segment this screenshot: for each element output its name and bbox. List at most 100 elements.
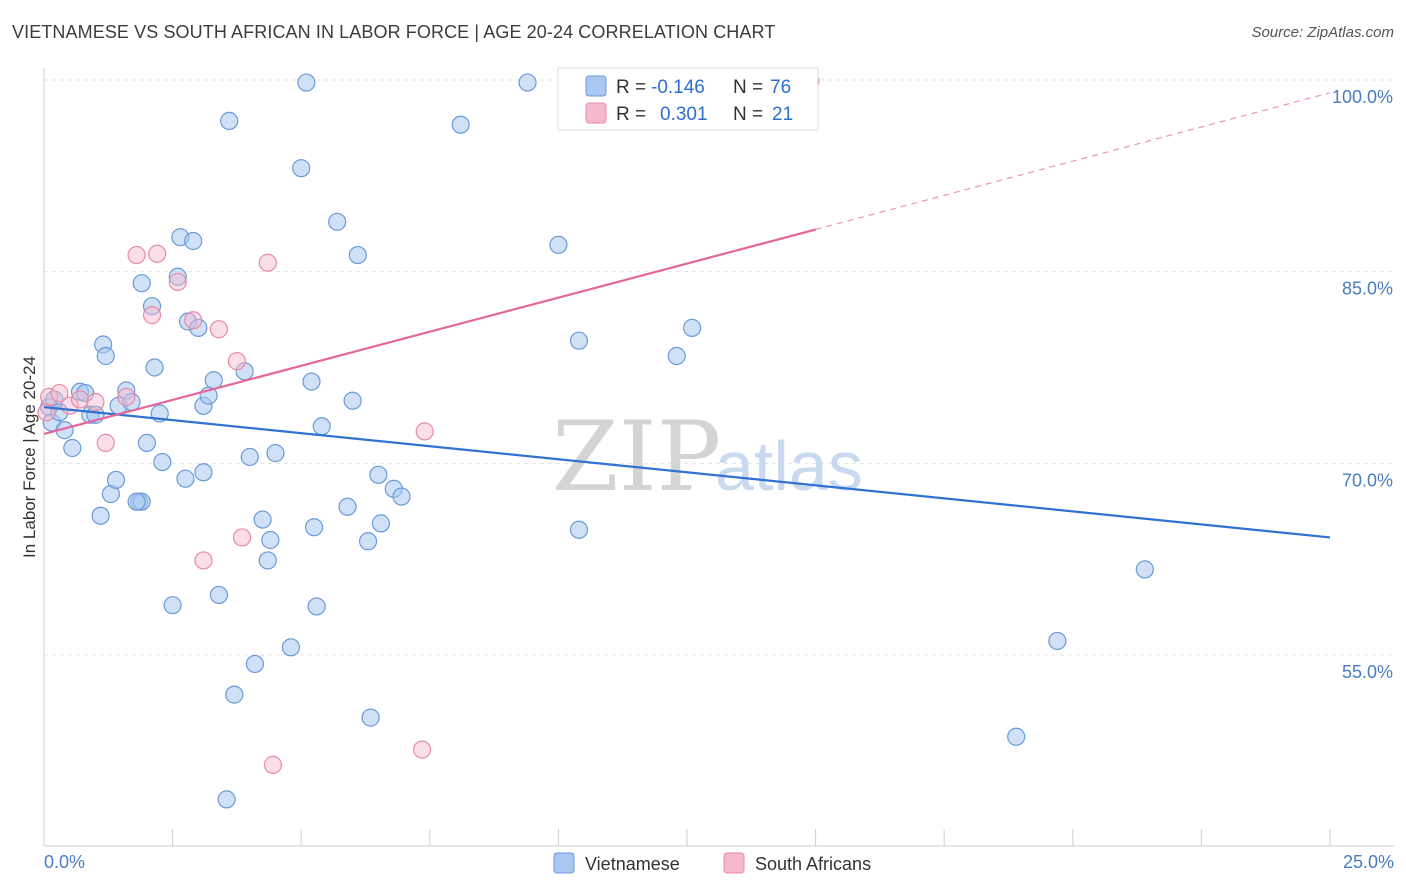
vietnamese-point-58 [358, 532, 378, 551]
vietnamese-point-12 [96, 346, 115, 366]
legend-r-label-vietnamese: R = [616, 77, 646, 98]
vietnamese-point-52 [307, 597, 326, 616]
vietnamese-point-72 [1007, 727, 1026, 746]
series-legend: Vietnamese South Africans [553, 852, 871, 874]
vietnamese-point-61 [371, 514, 391, 533]
south-african-point-6 [96, 433, 115, 452]
vietnamese-point-5 [63, 438, 82, 458]
vietnamese-point-50 [302, 372, 321, 391]
vietnamese-point-21 [137, 433, 156, 452]
south-african-point-9 [142, 306, 162, 325]
x-tick-label-min: 0.0% [44, 852, 85, 872]
vietnamese-point-41 [240, 447, 259, 467]
south-african-point-12 [184, 311, 203, 330]
legend-swatch-south-africans [585, 102, 607, 124]
south-african-point-8 [127, 245, 146, 265]
vietnamese-point-69 [569, 520, 589, 539]
vietnamese-point-26 [163, 596, 182, 615]
legend-r-label-south-africans: R = [616, 104, 646, 125]
legend-r-value-south-africans: 0.301 [660, 104, 708, 125]
vietnamese-point-70 [667, 346, 686, 366]
vietnamese-point-44 [261, 530, 280, 550]
y-tick-label-100: 100.0% [1332, 87, 1393, 107]
vietnamese-point-14 [106, 470, 126, 490]
vietnamese-point-47 [281, 638, 301, 657]
vietnamese-point-55 [338, 497, 357, 516]
vietnamese-point-31 [184, 231, 203, 251]
south-african-point-2 [50, 383, 69, 403]
vietnamese-point-53 [312, 417, 331, 436]
vietnamese-point-25 [153, 452, 172, 472]
legend-n-value-vietnamese: 76 [770, 77, 791, 98]
vietnamese-point-42 [245, 654, 265, 674]
watermark-zip: ZIP [552, 401, 721, 513]
vietnamese-point-54 [328, 212, 347, 231]
vietnamese-point-46 [266, 444, 285, 463]
vietnamese-point-27 [168, 267, 187, 286]
south-african-point-5 [86, 392, 105, 412]
vietnamese-point-75 [127, 492, 146, 511]
south-african-point-15 [232, 528, 252, 547]
vietnamese-point-43 [253, 510, 272, 529]
vietnamese-point-37 [209, 585, 228, 605]
chart-title: VIETNAMESE VS SOUTH AFRICAN IN LABOR FOR… [12, 22, 776, 42]
trend-lines [43, 92, 1331, 539]
south-african-point-14 [227, 352, 246, 371]
y-tick-label-70: 70.0% [1342, 470, 1393, 490]
bottom-legend-swatch-south-africans [723, 852, 745, 874]
series-vietnamese [40, 73, 1154, 809]
vietnamese-point-23 [145, 358, 164, 377]
legend-r-value-vietnamese: -0.146 [651, 77, 705, 98]
legend-n-label-vietnamese: N = [733, 77, 763, 98]
vietnamese-point-67 [549, 235, 568, 254]
south-african-point-13 [209, 320, 228, 339]
vietnamese-point-60 [369, 465, 388, 484]
vietnamese-point-57 [348, 245, 367, 265]
y-tick-label-85: 85.0% [1342, 279, 1393, 299]
vietnamese-point-49 [297, 73, 316, 92]
bottom-legend-label-south-africans: South Africans [755, 854, 871, 874]
y-axis-title: In Labor Force | Age 20-24 [20, 356, 39, 558]
vietnamese-point-10 [91, 506, 110, 525]
vietnamese-point-51 [304, 518, 324, 537]
watermark-atlas: atlas [715, 427, 863, 505]
legend-swatch-vietnamese [585, 75, 607, 97]
south-african-point-11 [168, 272, 187, 291]
south-african-trend-line [43, 228, 816, 436]
x-axis-ticks [172, 829, 1331, 846]
vietnamese-point-36 [204, 371, 223, 390]
vietnamese-point-64 [217, 790, 236, 809]
vietnamese-point-59 [361, 708, 380, 727]
bottom-legend-label-vietnamese: Vietnamese [585, 854, 680, 874]
vietnamese-point-65 [451, 115, 470, 134]
vietnamese-point-39 [225, 685, 244, 704]
south-african-point-7 [117, 387, 136, 406]
vietnamese-point-74 [1135, 560, 1154, 579]
vietnamese-point-56 [343, 391, 362, 410]
south-african-point-20 [415, 422, 434, 441]
vietnamese-point-63 [392, 487, 411, 506]
legend-n-label-south-africans: N = [733, 104, 763, 125]
south-african-point-18 [263, 755, 283, 774]
vietnamese-point-68 [569, 331, 589, 350]
vietnamese-point-29 [176, 469, 195, 488]
south-african-point-10 [148, 244, 167, 263]
source-label: Source: ZipAtlas.com [1251, 24, 1394, 41]
bottom-legend-swatch-vietnamese [553, 852, 575, 874]
vietnamese-point-20 [132, 274, 151, 293]
y-tick-label-55: 55.0% [1342, 662, 1393, 682]
vietnamese-point-33 [194, 463, 213, 482]
x-tick-label-max: 25.0% [1343, 852, 1394, 872]
vietnamese-point-66 [518, 73, 537, 92]
vietnamese-point-45 [258, 551, 277, 570]
vietnamese-point-71 [683, 318, 702, 337]
south-african-point-1 [40, 387, 59, 406]
correlation-legend: R = -0.146 N = 76 R = 0.301 N = 21 [557, 67, 819, 131]
vietnamese-trend-line [43, 406, 1331, 539]
south-african-point-17 [258, 253, 277, 272]
south-african-point-19 [412, 740, 432, 759]
south-african-point-4 [70, 390, 90, 409]
y-tick-labels: 100.0% 85.0% 70.0% 55.0% [1332, 87, 1393, 682]
vietnamese-point-73 [1048, 631, 1067, 651]
